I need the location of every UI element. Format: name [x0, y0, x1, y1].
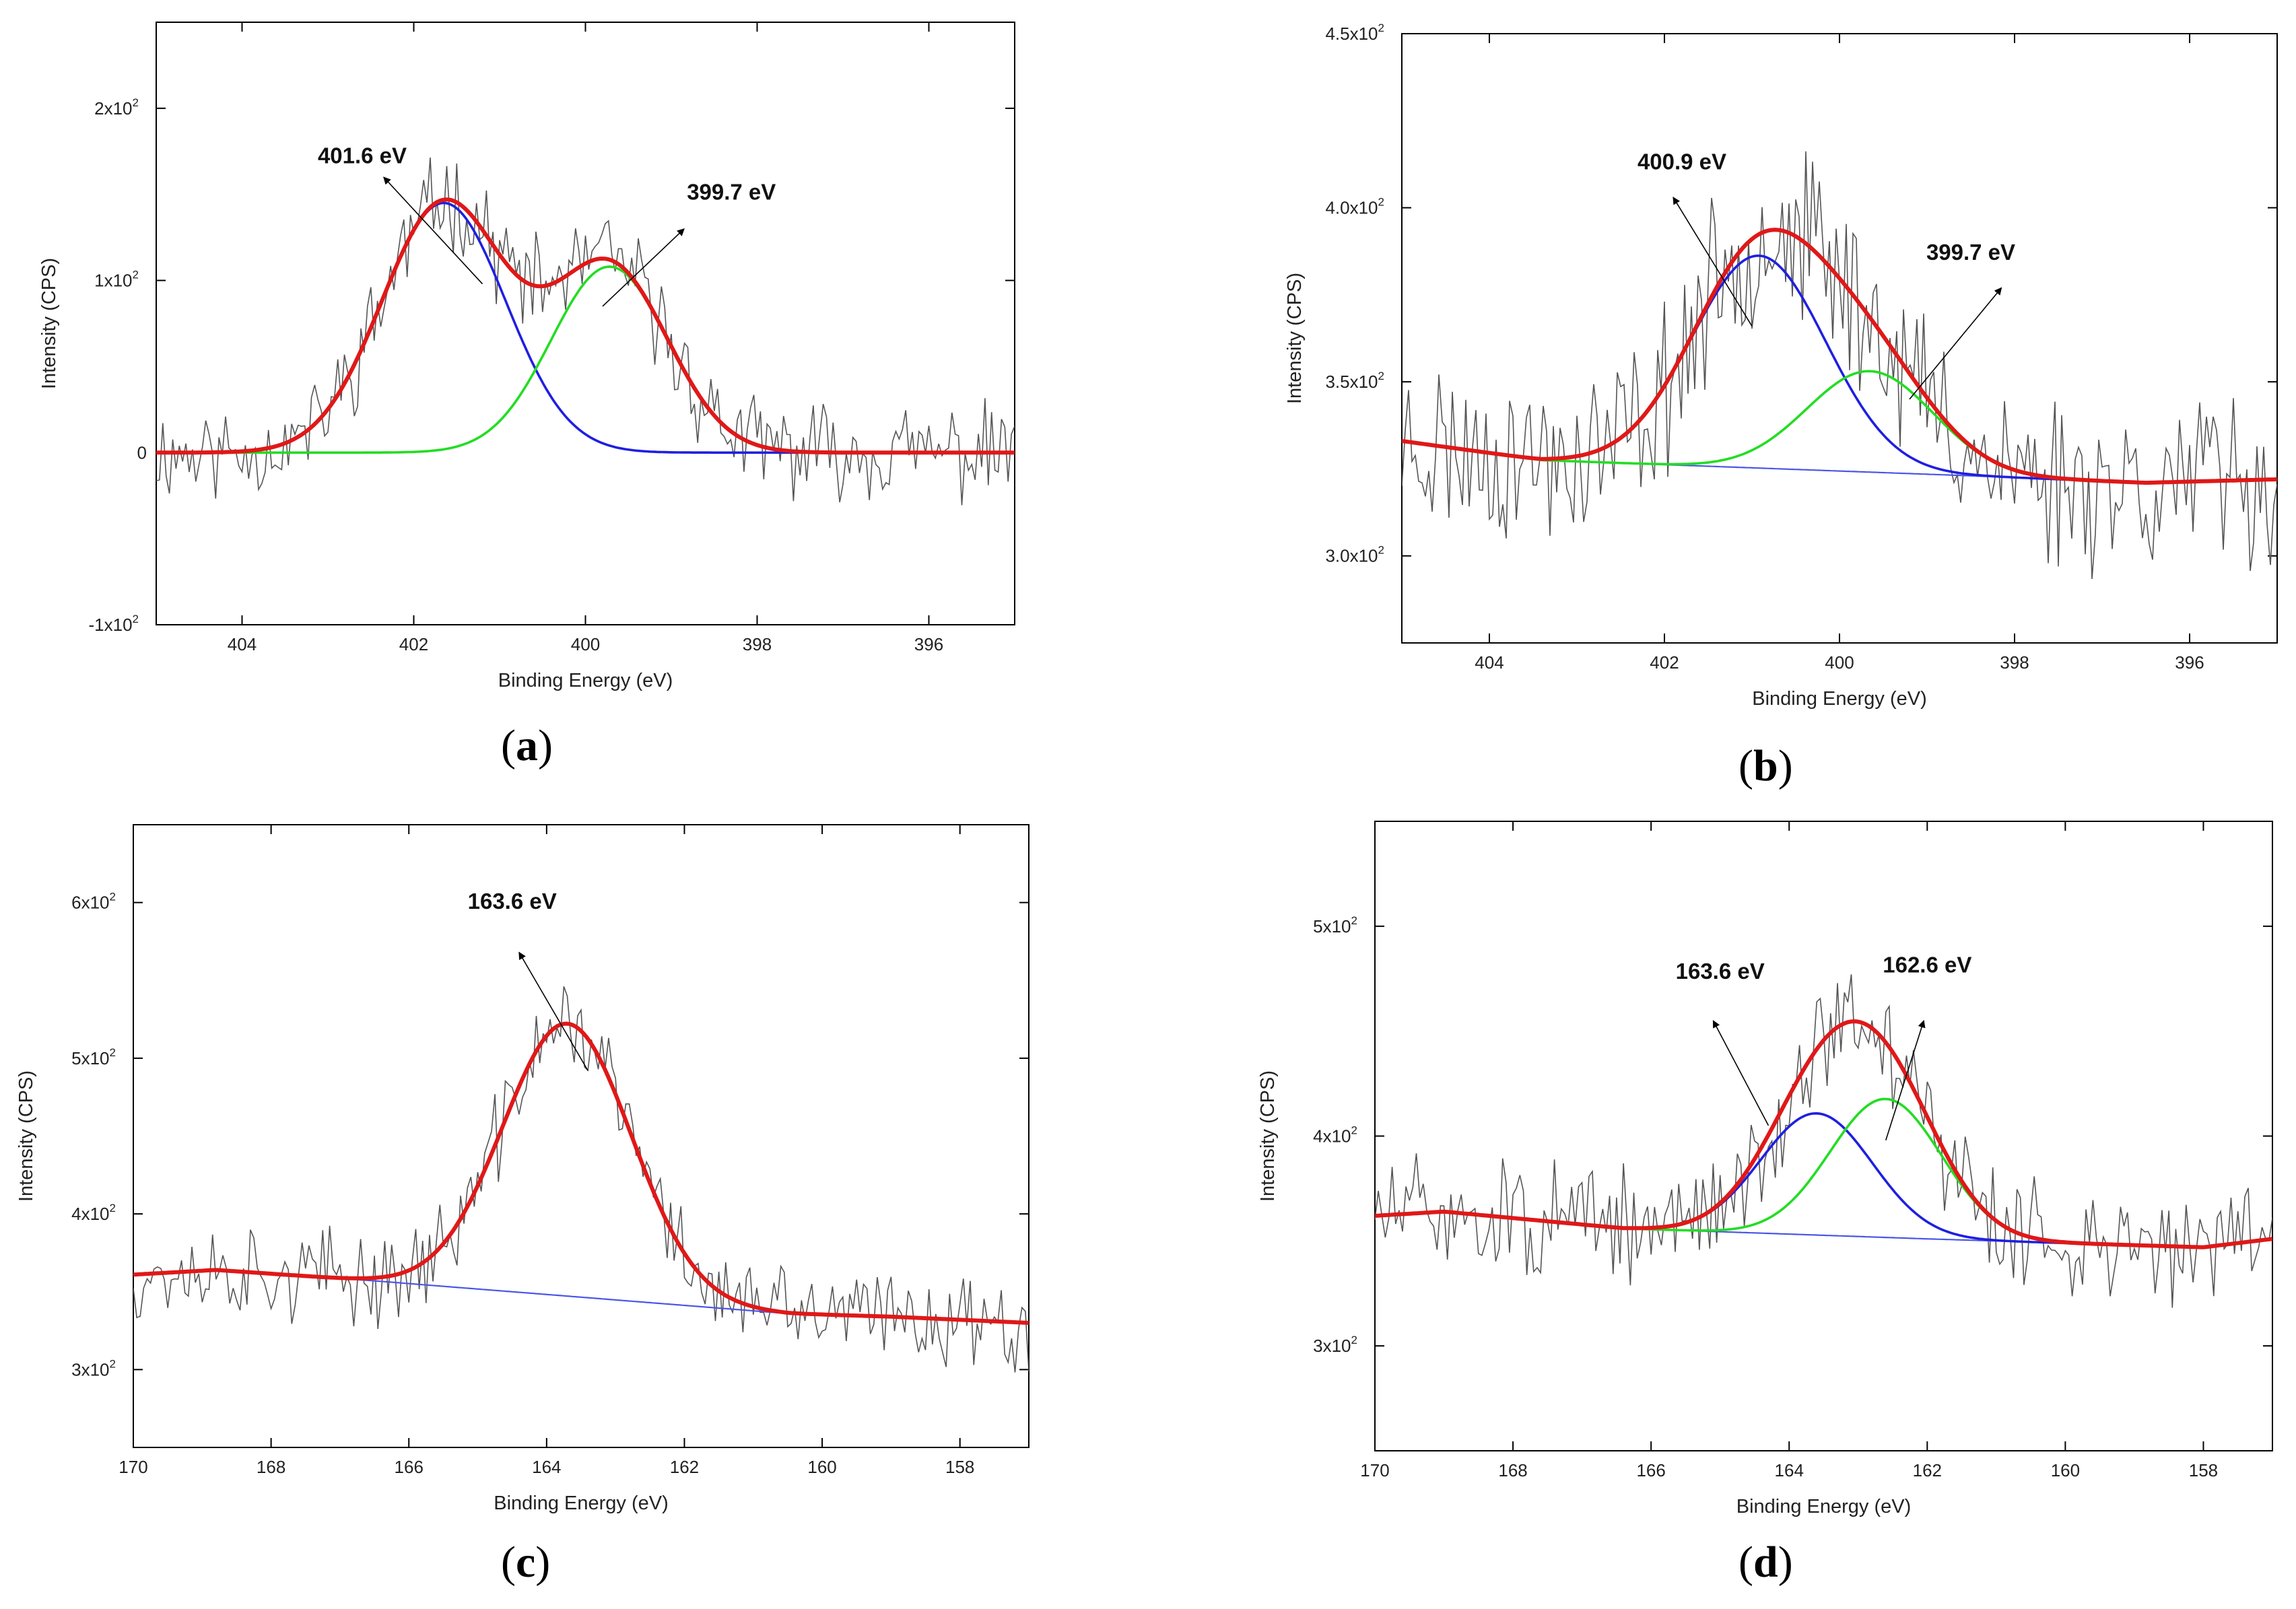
- x-tick-label: 164: [1775, 1460, 1804, 1480]
- chart-b-svg: 404 402 400 398 396 3.0x102 3.5x102 4.0x102 4.5x…: [1284, 22, 2278, 710]
- annotation-arrow-1: [1673, 197, 1753, 327]
- y-tick-label: 0: [137, 442, 147, 463]
- y-axis-title: Intensity (CPS): [15, 1070, 37, 1202]
- component-line-1: [1402, 254, 2264, 484]
- plot-data: [133, 986, 1029, 1373]
- y-tick-label: 3x102: [1313, 1334, 1357, 1356]
- x-tick-label: 168: [1498, 1460, 1527, 1480]
- x-tick-label: 400: [1825, 652, 1854, 673]
- y-tick-label: -1x102: [88, 613, 139, 635]
- x-tick-label: 162: [670, 1457, 699, 1477]
- y-tick-label: 4.5x102: [1325, 22, 1384, 44]
- annotation-label-2: 162.6 eV: [1883, 952, 1971, 977]
- plot-frame: [156, 22, 1015, 625]
- raw-spectrum-line: [1375, 974, 2272, 1308]
- annotation-label-1: 400.9 eV: [1637, 149, 1726, 174]
- panel-label-a: (a): [501, 721, 553, 770]
- x-tick-label: 396: [914, 634, 943, 654]
- annotation-arrow-1: [518, 951, 588, 1071]
- x-tick-label: 402: [1650, 652, 1679, 673]
- annotation-label-1: 163.6 eV: [468, 889, 557, 914]
- plot-frame: [1374, 821, 2273, 1451]
- x-tick-label: 400: [571, 634, 600, 654]
- raw-spectrum-line: [1402, 151, 2277, 580]
- y-tick-label: 3.5x102: [1325, 370, 1384, 392]
- x-tick-label: 166: [1636, 1460, 1665, 1480]
- x-tick-label: 396: [2175, 652, 2204, 673]
- y-tick-label: 4.0x102: [1325, 196, 1384, 218]
- x-tick-label: 402: [399, 634, 428, 654]
- x-tick-label: 158: [2189, 1460, 2218, 1480]
- y-tick-label: 5x102: [1313, 914, 1357, 936]
- envelope-line: [133, 1021, 1029, 1325]
- y-tick-label: 6x102: [71, 891, 116, 913]
- x-axis-title: Binding Energy (eV): [1736, 1496, 1912, 1517]
- x-tick-label: 168: [257, 1457, 285, 1477]
- y-tick-label: 3.0x102: [1325, 544, 1384, 566]
- annotation-label-2: 399.7 eV: [1926, 240, 2015, 265]
- component-line-1: [156, 201, 911, 454]
- plot-data: [156, 157, 1015, 506]
- y-tick-label: 4x102: [1313, 1124, 1357, 1146]
- y-axis-title: Intensity (CPS): [1257, 1070, 1279, 1202]
- x-tick-label: 158: [945, 1457, 974, 1477]
- raw-spectrum-line: [133, 986, 1029, 1373]
- annotation-label-1: 401.6 eV: [318, 143, 407, 168]
- x-axis-title: Binding Energy (eV): [498, 670, 673, 691]
- x-tick-label: 170: [1360, 1460, 1389, 1480]
- y-axis-title: Intensity (CPS): [1284, 273, 1306, 404]
- x-tick-label: 160: [807, 1457, 836, 1477]
- chart-panel-d: 170 168 166 164 162 160 158 3x102 4x102 5x102 Bind…: [1145, 804, 2296, 1609]
- x-axis-title: Binding Energy (eV): [494, 1493, 669, 1514]
- y-tick-label: 4x102: [71, 1202, 116, 1224]
- x-tick-label: 398: [2000, 652, 2029, 673]
- plot-frame: [1401, 33, 2278, 644]
- panel-label-d: (d): [1738, 1538, 1793, 1587]
- panel-label-c: (c): [501, 1538, 551, 1587]
- x-tick-label: 398: [743, 634, 772, 654]
- component-line-2: [170, 265, 1015, 454]
- envelope-line: [1402, 228, 2277, 485]
- annotation-arrow-2: [602, 228, 685, 307]
- annotation-arrow-2: [1909, 287, 2002, 400]
- x-tick-label: 404: [228, 634, 257, 654]
- annotation-arrow-2: [1885, 1020, 1926, 1140]
- chart-panel-a: 404 402 400 398 396 -1x102 0 1x102 2x102 Binding …: [0, 0, 1118, 794]
- y-tick-label: 2x102: [94, 96, 139, 118]
- chart-a-svg: 404 402 400 398 396 -1x102 0 1x102 2x102 Binding …: [38, 22, 1015, 691]
- envelope-line: [1375, 1019, 2272, 1249]
- chart-c-svg: 170 168 166 164 162 160 158 3x102 4x102 5x102 6x10…: [15, 824, 1029, 1514]
- annotation-label-2: 399.7 eV: [687, 179, 776, 204]
- component-line-1: [133, 1022, 1029, 1324]
- plot-data: [1375, 974, 2272, 1308]
- plot-data: [1402, 151, 2277, 580]
- y-tick-label: 5x102: [71, 1046, 116, 1068]
- panel-label-b: (b): [1738, 741, 1793, 790]
- chart-panel-c: 170 168 166 164 162 160 158 3x102 4x102 5x102 6x10…: [0, 804, 1118, 1609]
- y-axis-title: Intensity (CPS): [38, 258, 60, 389]
- x-tick-label: 404: [1475, 652, 1504, 673]
- x-axis-title: Binding Energy (eV): [1752, 688, 1927, 710]
- x-tick-label: 166: [395, 1457, 424, 1477]
- component-line-1: [1396, 1111, 2237, 1249]
- y-tick-label: 3x102: [71, 1357, 116, 1379]
- annotation-label-1: 163.6 eV: [1676, 959, 1765, 984]
- component-line-2: [1402, 370, 2277, 484]
- chart-panel-b: 404 402 400 398 396 3.0x102 3.5x102 4.0x102 4.5x…: [1145, 0, 2296, 794]
- annotation-arrow-1: [1712, 1020, 1769, 1126]
- y-tick-label: 1x102: [94, 269, 139, 291]
- raw-spectrum-line: [156, 157, 1015, 506]
- envelope-line: [156, 197, 1015, 455]
- chart-d-svg: 170 168 166 164 162 160 158 3x102 4x102 5x102 Bind…: [1257, 821, 2273, 1517]
- annotation-arrow-1: [383, 176, 483, 285]
- x-tick-label: 162: [1913, 1460, 1942, 1480]
- plot-frame: [133, 824, 1029, 1448]
- x-tick-label: 170: [119, 1457, 147, 1477]
- x-tick-label: 160: [2051, 1460, 2080, 1480]
- x-tick-label: 164: [532, 1457, 561, 1477]
